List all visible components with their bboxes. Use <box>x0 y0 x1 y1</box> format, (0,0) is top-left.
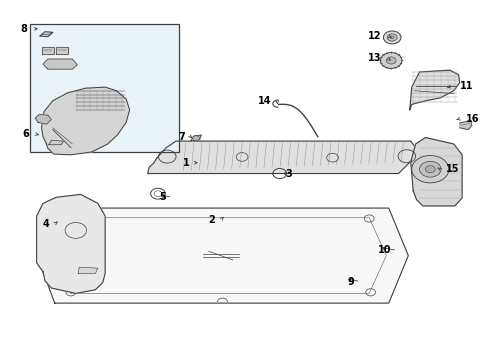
Circle shape <box>383 31 400 44</box>
Polygon shape <box>56 47 68 54</box>
Text: 6: 6 <box>22 129 29 139</box>
Text: 5: 5 <box>159 192 166 202</box>
Polygon shape <box>147 141 417 174</box>
Polygon shape <box>41 87 129 155</box>
Polygon shape <box>459 121 471 130</box>
Polygon shape <box>37 208 407 303</box>
Polygon shape <box>35 114 51 124</box>
Text: 8: 8 <box>20 24 27 34</box>
Polygon shape <box>78 267 98 274</box>
Circle shape <box>389 36 393 39</box>
Circle shape <box>386 57 395 64</box>
Circle shape <box>386 34 396 41</box>
Text: 2: 2 <box>208 215 215 225</box>
Polygon shape <box>43 59 77 69</box>
Text: 15: 15 <box>445 164 459 174</box>
Circle shape <box>192 136 199 141</box>
Polygon shape <box>409 70 459 110</box>
Polygon shape <box>40 32 53 37</box>
Polygon shape <box>37 194 105 293</box>
FancyBboxPatch shape <box>30 24 179 152</box>
Text: 14: 14 <box>257 96 271 106</box>
Polygon shape <box>49 140 63 145</box>
Text: 7: 7 <box>178 132 184 142</box>
Polygon shape <box>190 135 201 141</box>
Circle shape <box>419 161 440 177</box>
Circle shape <box>425 166 434 173</box>
Text: 11: 11 <box>459 81 472 91</box>
Text: 9: 9 <box>347 276 354 287</box>
Circle shape <box>411 156 448 183</box>
Polygon shape <box>410 138 461 206</box>
Text: 4: 4 <box>42 219 49 229</box>
Circle shape <box>380 53 401 68</box>
Text: 10: 10 <box>377 245 390 255</box>
Text: 12: 12 <box>367 31 381 41</box>
Text: 3: 3 <box>285 168 292 179</box>
Text: 1: 1 <box>183 158 189 168</box>
Polygon shape <box>41 47 54 54</box>
Text: 16: 16 <box>465 114 478 124</box>
Text: 13: 13 <box>367 53 381 63</box>
